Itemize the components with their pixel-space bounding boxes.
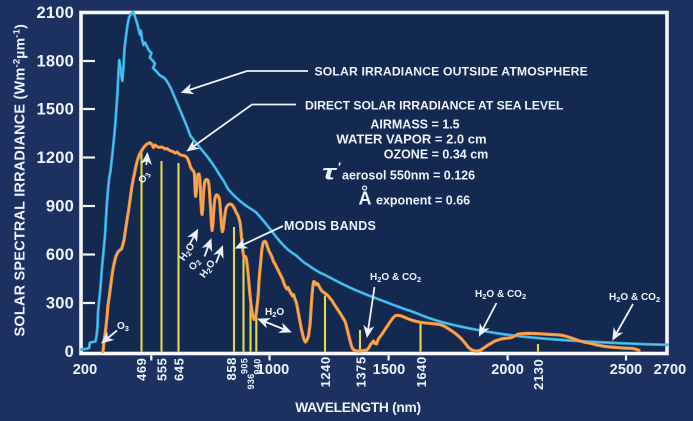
svg-text:τ: τ — [322, 161, 338, 184]
svg-text:O3: O3 — [117, 321, 129, 333]
svg-text:H2O & CO2: H2O & CO2 — [370, 272, 421, 284]
svg-text:1200: 1200 — [36, 149, 74, 167]
svg-text:900: 900 — [46, 198, 74, 216]
svg-text:600: 600 — [46, 246, 74, 264]
svg-text:′: ′ — [338, 160, 341, 175]
svg-text:300: 300 — [46, 295, 74, 313]
svg-text:905: 905 — [240, 358, 250, 374]
svg-text:WAVELENGTH (nm): WAVELENGTH (nm) — [295, 400, 421, 415]
svg-text:555: 555 — [155, 358, 170, 382]
svg-text:AIRMASS = 1.5: AIRMASS = 1.5 — [370, 118, 459, 132]
svg-text:469: 469 — [134, 358, 149, 382]
svg-text:H2O & CO2: H2O & CO2 — [609, 292, 660, 304]
svg-text:1800: 1800 — [36, 53, 74, 71]
svg-text:H2O & CO2: H2O & CO2 — [475, 289, 526, 301]
svg-text:1500: 1500 — [373, 362, 406, 378]
svg-text:WATER VAPOR = 2.0 cm: WATER VAPOR = 2.0 cm — [336, 132, 486, 147]
svg-text:645: 645 — [172, 358, 187, 382]
svg-text:940: 940 — [252, 358, 262, 374]
svg-text:936: 936 — [246, 373, 256, 389]
svg-text:858: 858 — [224, 357, 239, 381]
svg-text:2000: 2000 — [491, 362, 524, 378]
svg-text:1240: 1240 — [318, 356, 333, 387]
svg-text:1375: 1375 — [354, 356, 369, 387]
svg-text:200: 200 — [73, 362, 98, 378]
svg-text:2100: 2100 — [36, 4, 74, 22]
svg-text:2700: 2700 — [654, 362, 687, 378]
svg-text:2130: 2130 — [531, 359, 546, 390]
svg-text:1000: 1000 — [257, 362, 290, 378]
svg-text:0: 0 — [65, 343, 74, 361]
svg-text:exponent = 0.66: exponent = 0.66 — [376, 194, 470, 208]
svg-text:A: A — [359, 189, 372, 209]
svg-text:SOLAR SPECTRAL IRRADIANCE (Wm-: SOLAR SPECTRAL IRRADIANCE (Wm-2µm-1) — [12, 24, 29, 336]
svg-text:2500: 2500 — [610, 362, 643, 378]
svg-text:SOLAR IRRADIANCE OUTSIDE ATMOS: SOLAR IRRADIANCE OUTSIDE ATMOSPHERE — [315, 65, 588, 79]
svg-text:DIRECT SOLAR IRRADIANCE AT SEA: DIRECT SOLAR IRRADIANCE AT SEA LEVEL — [305, 99, 564, 113]
svg-text:H2O: H2O — [265, 307, 284, 319]
svg-text:1500: 1500 — [36, 101, 74, 119]
svg-text:aerosol 550nm = 0.126: aerosol 550nm = 0.126 — [342, 169, 475, 183]
svg-text:MODIS BANDS: MODIS BANDS — [284, 219, 376, 233]
svg-text:OZONE = 0.34 cm: OZONE = 0.34 cm — [384, 148, 489, 162]
svg-text:1640: 1640 — [414, 356, 429, 387]
